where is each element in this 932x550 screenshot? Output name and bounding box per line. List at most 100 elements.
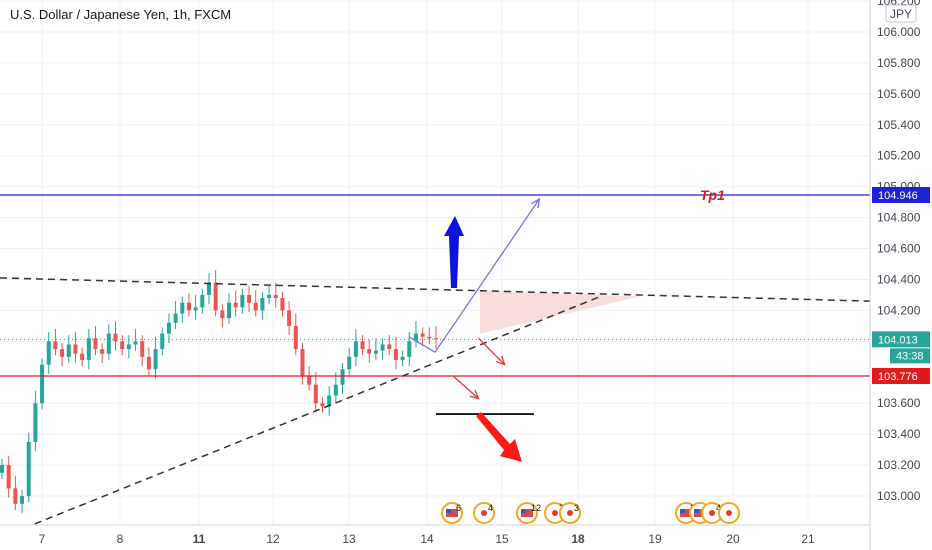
currency-badge-label: JPY bbox=[890, 7, 912, 21]
time-tick-label: 20 bbox=[726, 532, 740, 546]
big-up-arrow bbox=[444, 216, 464, 288]
candle-body bbox=[273, 294, 278, 299]
candle-body bbox=[293, 325, 298, 350]
candle-body bbox=[20, 496, 25, 504]
projection-arrow-head bbox=[469, 390, 480, 400]
candle-body bbox=[420, 333, 425, 337]
candle-body bbox=[434, 338, 438, 340]
candle-body bbox=[340, 369, 345, 385]
candle-body bbox=[80, 353, 85, 360]
last-price-label-text: 104.013 bbox=[878, 334, 918, 346]
candle-body bbox=[33, 403, 38, 442]
candle-body bbox=[233, 302, 238, 308]
us-flag-canton bbox=[446, 509, 451, 513]
currency-badge[interactable] bbox=[885, 4, 917, 23]
candle-body bbox=[133, 341, 138, 345]
us-flag-icon bbox=[521, 509, 533, 517]
candle-body bbox=[193, 307, 198, 311]
dashed-trendline bbox=[34, 295, 601, 525]
price-tick-label: 103.200 bbox=[877, 458, 921, 472]
candle-body bbox=[73, 344, 78, 354]
candle-body bbox=[186, 302, 191, 311]
event-count: 4 bbox=[488, 503, 493, 513]
candle-body bbox=[66, 344, 71, 357]
price-tick-label: 104.800 bbox=[877, 211, 921, 225]
time-axis[interactable]: 7 8 11 12 13 14 15 18 19 20 21 bbox=[39, 532, 815, 546]
us-flag-icon bbox=[694, 509, 706, 517]
grid-lines bbox=[0, 0, 870, 525]
event-marker: 4 bbox=[473, 502, 495, 524]
candle-body bbox=[393, 349, 398, 360]
economic-event-markers[interactable]: 6412232114 bbox=[441, 502, 740, 524]
candle-body bbox=[367, 349, 372, 354]
red-level-label-box bbox=[872, 368, 930, 385]
us-flag-canton bbox=[680, 509, 685, 513]
time-tick-label: 18 bbox=[571, 532, 585, 546]
projection-arrows[interactable] bbox=[408, 197, 541, 462]
price-tick-label: 105.200 bbox=[877, 149, 921, 163]
candle-body bbox=[327, 395, 332, 407]
candle-body bbox=[206, 282, 211, 295]
candle-body bbox=[160, 333, 165, 350]
candle-body bbox=[360, 341, 365, 350]
candle-body bbox=[173, 313, 178, 323]
candlestick-series bbox=[0, 270, 438, 514]
candle-body bbox=[320, 403, 325, 407]
candle-body bbox=[287, 310, 292, 326]
projection-arrow-path bbox=[478, 337, 506, 366]
candle-body bbox=[46, 341, 51, 365]
jp-flag-icon bbox=[481, 510, 487, 516]
time-tick-label: 7 bbox=[39, 532, 46, 546]
time-tick-label: 8 bbox=[117, 532, 124, 546]
candle-body bbox=[280, 298, 285, 311]
tp-price-label-text: 104.946 bbox=[878, 190, 918, 202]
projection-arrow-path bbox=[451, 374, 479, 400]
price-tick-label: 105.600 bbox=[877, 87, 921, 101]
event-marker bbox=[718, 502, 740, 524]
projection-arrow-head bbox=[495, 355, 506, 366]
candle-body bbox=[40, 364, 45, 404]
time-tick-label: 21 bbox=[801, 532, 815, 546]
time-tick-label: 12 bbox=[266, 532, 280, 546]
candle-body bbox=[126, 344, 131, 350]
candle-body bbox=[120, 341, 125, 350]
chart-title: U.S. Dollar / Japanese Yen, 1h, FXCM bbox=[10, 7, 231, 22]
price-tick-label: 106.000 bbox=[877, 25, 921, 39]
drawing-lines[interactable]: Tp1 bbox=[0, 187, 871, 525]
price-tick-label: 104.600 bbox=[877, 242, 921, 256]
price-tick-label: 105.800 bbox=[877, 56, 921, 70]
candle-body bbox=[300, 349, 305, 376]
candle-body bbox=[407, 341, 412, 357]
candle-body bbox=[347, 356, 352, 370]
candle-body bbox=[333, 384, 338, 396]
price-tick-label: 103.600 bbox=[877, 396, 921, 410]
candle-body bbox=[60, 349, 65, 357]
price-tick-label: 105.400 bbox=[877, 118, 921, 132]
us-flag-icon bbox=[446, 509, 458, 517]
candle-body bbox=[146, 356, 151, 370]
candle-body bbox=[0, 465, 4, 473]
dashed-trendline bbox=[0, 277, 871, 302]
jp-flag-icon bbox=[709, 510, 715, 516]
price-tick-label: 104.200 bbox=[877, 303, 921, 317]
candle-body bbox=[166, 322, 171, 334]
candle-body bbox=[387, 344, 392, 350]
candle-body bbox=[220, 310, 225, 319]
candle-body bbox=[260, 298, 265, 311]
candle-body bbox=[307, 375, 312, 385]
us-flag-icon bbox=[680, 509, 692, 517]
candle-body bbox=[267, 294, 272, 299]
time-tick-label: 19 bbox=[648, 532, 662, 546]
price-axis-background[interactable] bbox=[870, 0, 932, 550]
projection-arrow-path bbox=[408, 198, 540, 354]
event-marker: 12 bbox=[516, 502, 541, 524]
time-tick-label: 11 bbox=[193, 532, 206, 546]
jp-flag-icon bbox=[726, 510, 732, 516]
projection-arrow-head bbox=[531, 197, 541, 209]
last-price-label-box bbox=[872, 331, 930, 348]
candle-body bbox=[100, 349, 105, 354]
event-count: 3 bbox=[574, 503, 579, 513]
candle-body bbox=[313, 384, 318, 404]
candle-body bbox=[13, 488, 18, 504]
